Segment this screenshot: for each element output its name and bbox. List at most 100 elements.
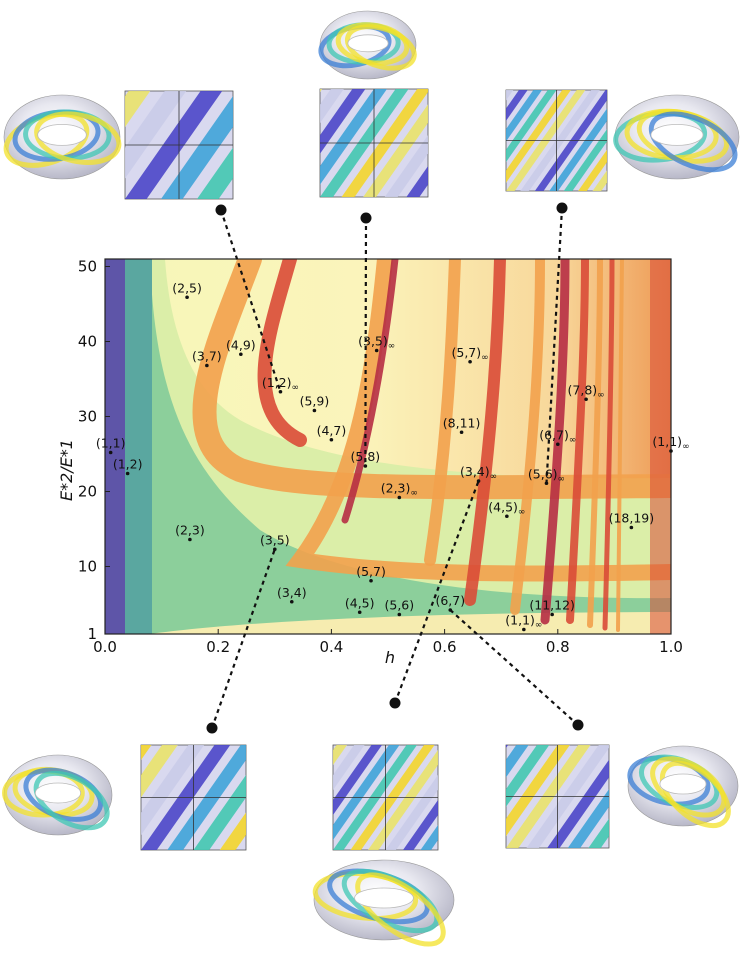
pattern-bottom-2 [246,744,439,851]
pattern-top-2 [319,88,429,198]
label-point [329,437,334,442]
region-label: (1,2)∞ [262,375,299,393]
pattern-stripe [197,147,233,199]
pattern-stripe [406,166,428,197]
y-tick-label: 30 [78,408,97,426]
pattern-stripe [363,104,428,197]
torus-and-pattern-5 [312,859,455,947]
pattern-stripe [219,812,246,850]
purple-strip [105,259,125,634]
region-label: (3,4) [277,585,307,600]
pattern-stripe [506,90,528,121]
region-label-sub: ∞ [597,390,605,400]
region-label-sub: ∞ [535,621,543,631]
pattern-stripe [233,91,330,199]
stripe-5 [510,259,545,615]
pattern-stripe [403,800,438,850]
pattern-stripe [320,89,344,123]
stripe-9 [602,259,615,631]
pattern-stripe [567,789,609,848]
region-label: (5,9) [300,394,330,409]
region-label: (1,1) [96,436,126,451]
label-point [273,547,277,552]
label-point [550,612,554,617]
connector-top-2-dot [360,212,372,224]
region-label: (7,8)∞ [568,382,605,400]
label-point [397,612,402,617]
label-point [476,479,481,483]
pattern-stripe [246,745,330,850]
torus-band [355,872,446,947]
region-label-sub: ∞ [558,474,566,484]
insets [2,10,740,947]
y-tick-label: 50 [78,258,97,276]
label-point [468,359,472,364]
x-tick-label: 0.8 [546,638,570,656]
region-label: (2,3) [175,523,205,538]
region-label: (18,19) [609,511,655,526]
label-point [505,514,509,519]
connector-bottom-3-dot [572,719,584,731]
stripe-7 [566,259,589,624]
pattern-stripe [563,129,607,191]
pattern-stripe [506,90,514,101]
torus-and-pattern-1 [3,94,122,180]
label-point [374,348,379,353]
region-label: (4,7) [317,423,347,438]
x-axis: 0.0 0.2 0.4 0.6 0.8 1.0 [93,629,683,656]
pattern-stripe [333,745,400,840]
stripe-2 [285,259,671,582]
stripe-8 [587,259,603,628]
label-point [669,449,673,453]
connector-bottom-1-dot [206,722,218,734]
connector-top-2 [364,217,368,467]
torus-hole [354,887,414,909]
plot-frame [104,258,672,635]
label-point [239,352,243,357]
label-point [125,471,130,476]
region-label-sub: ∞ [518,507,526,517]
pattern-stripe [246,745,335,850]
torus-band [34,111,122,165]
region-label: (4,9) [226,337,256,352]
pattern-stripe [506,90,557,163]
label-point [369,578,373,583]
pattern-stripe [141,745,204,835]
label-point [205,363,209,368]
label-point [584,397,588,402]
stripe-2-core [341,259,399,524]
region-label-sub: ∞ [682,442,690,452]
torus-band [659,760,731,829]
region-label-sub: ∞ [490,472,498,482]
label-point [459,430,464,435]
teal-band [124,259,152,634]
x-tick-label: 1.0 [659,638,683,656]
pattern-stripe [141,745,152,760]
torus-and-pattern-6 [627,745,739,829]
stripe-4 [464,259,506,606]
torus-hole [347,34,389,53]
region-label-sub: ∞ [569,435,577,445]
y-axis-label: E*2/E*1 [57,439,76,501]
region-label: (4,5)∞ [488,499,525,517]
region-label: (2,3)∞ [381,481,418,499]
pattern-stripe [578,149,607,191]
y-tick-label: 1 [87,625,97,643]
y-axis: 1 10 20 30 40 50 [78,258,110,643]
pattern-stripe [419,90,498,191]
label-point [556,442,560,447]
pattern-stripe [506,745,529,778]
pattern-stripe [506,745,550,807]
pattern-stripe [592,170,607,191]
pattern-stripe [333,745,347,765]
pattern-stripe [547,759,609,848]
region-label-sub: ∞ [410,489,418,499]
torus-hole [659,773,707,795]
pattern-stripe [384,135,428,197]
region-label: (3,7) [192,349,222,364]
x-tick-label: 0.6 [433,638,457,656]
stripe-3 [424,259,461,566]
torus-band [33,770,110,831]
torus-and-pattern-4 [2,754,113,836]
